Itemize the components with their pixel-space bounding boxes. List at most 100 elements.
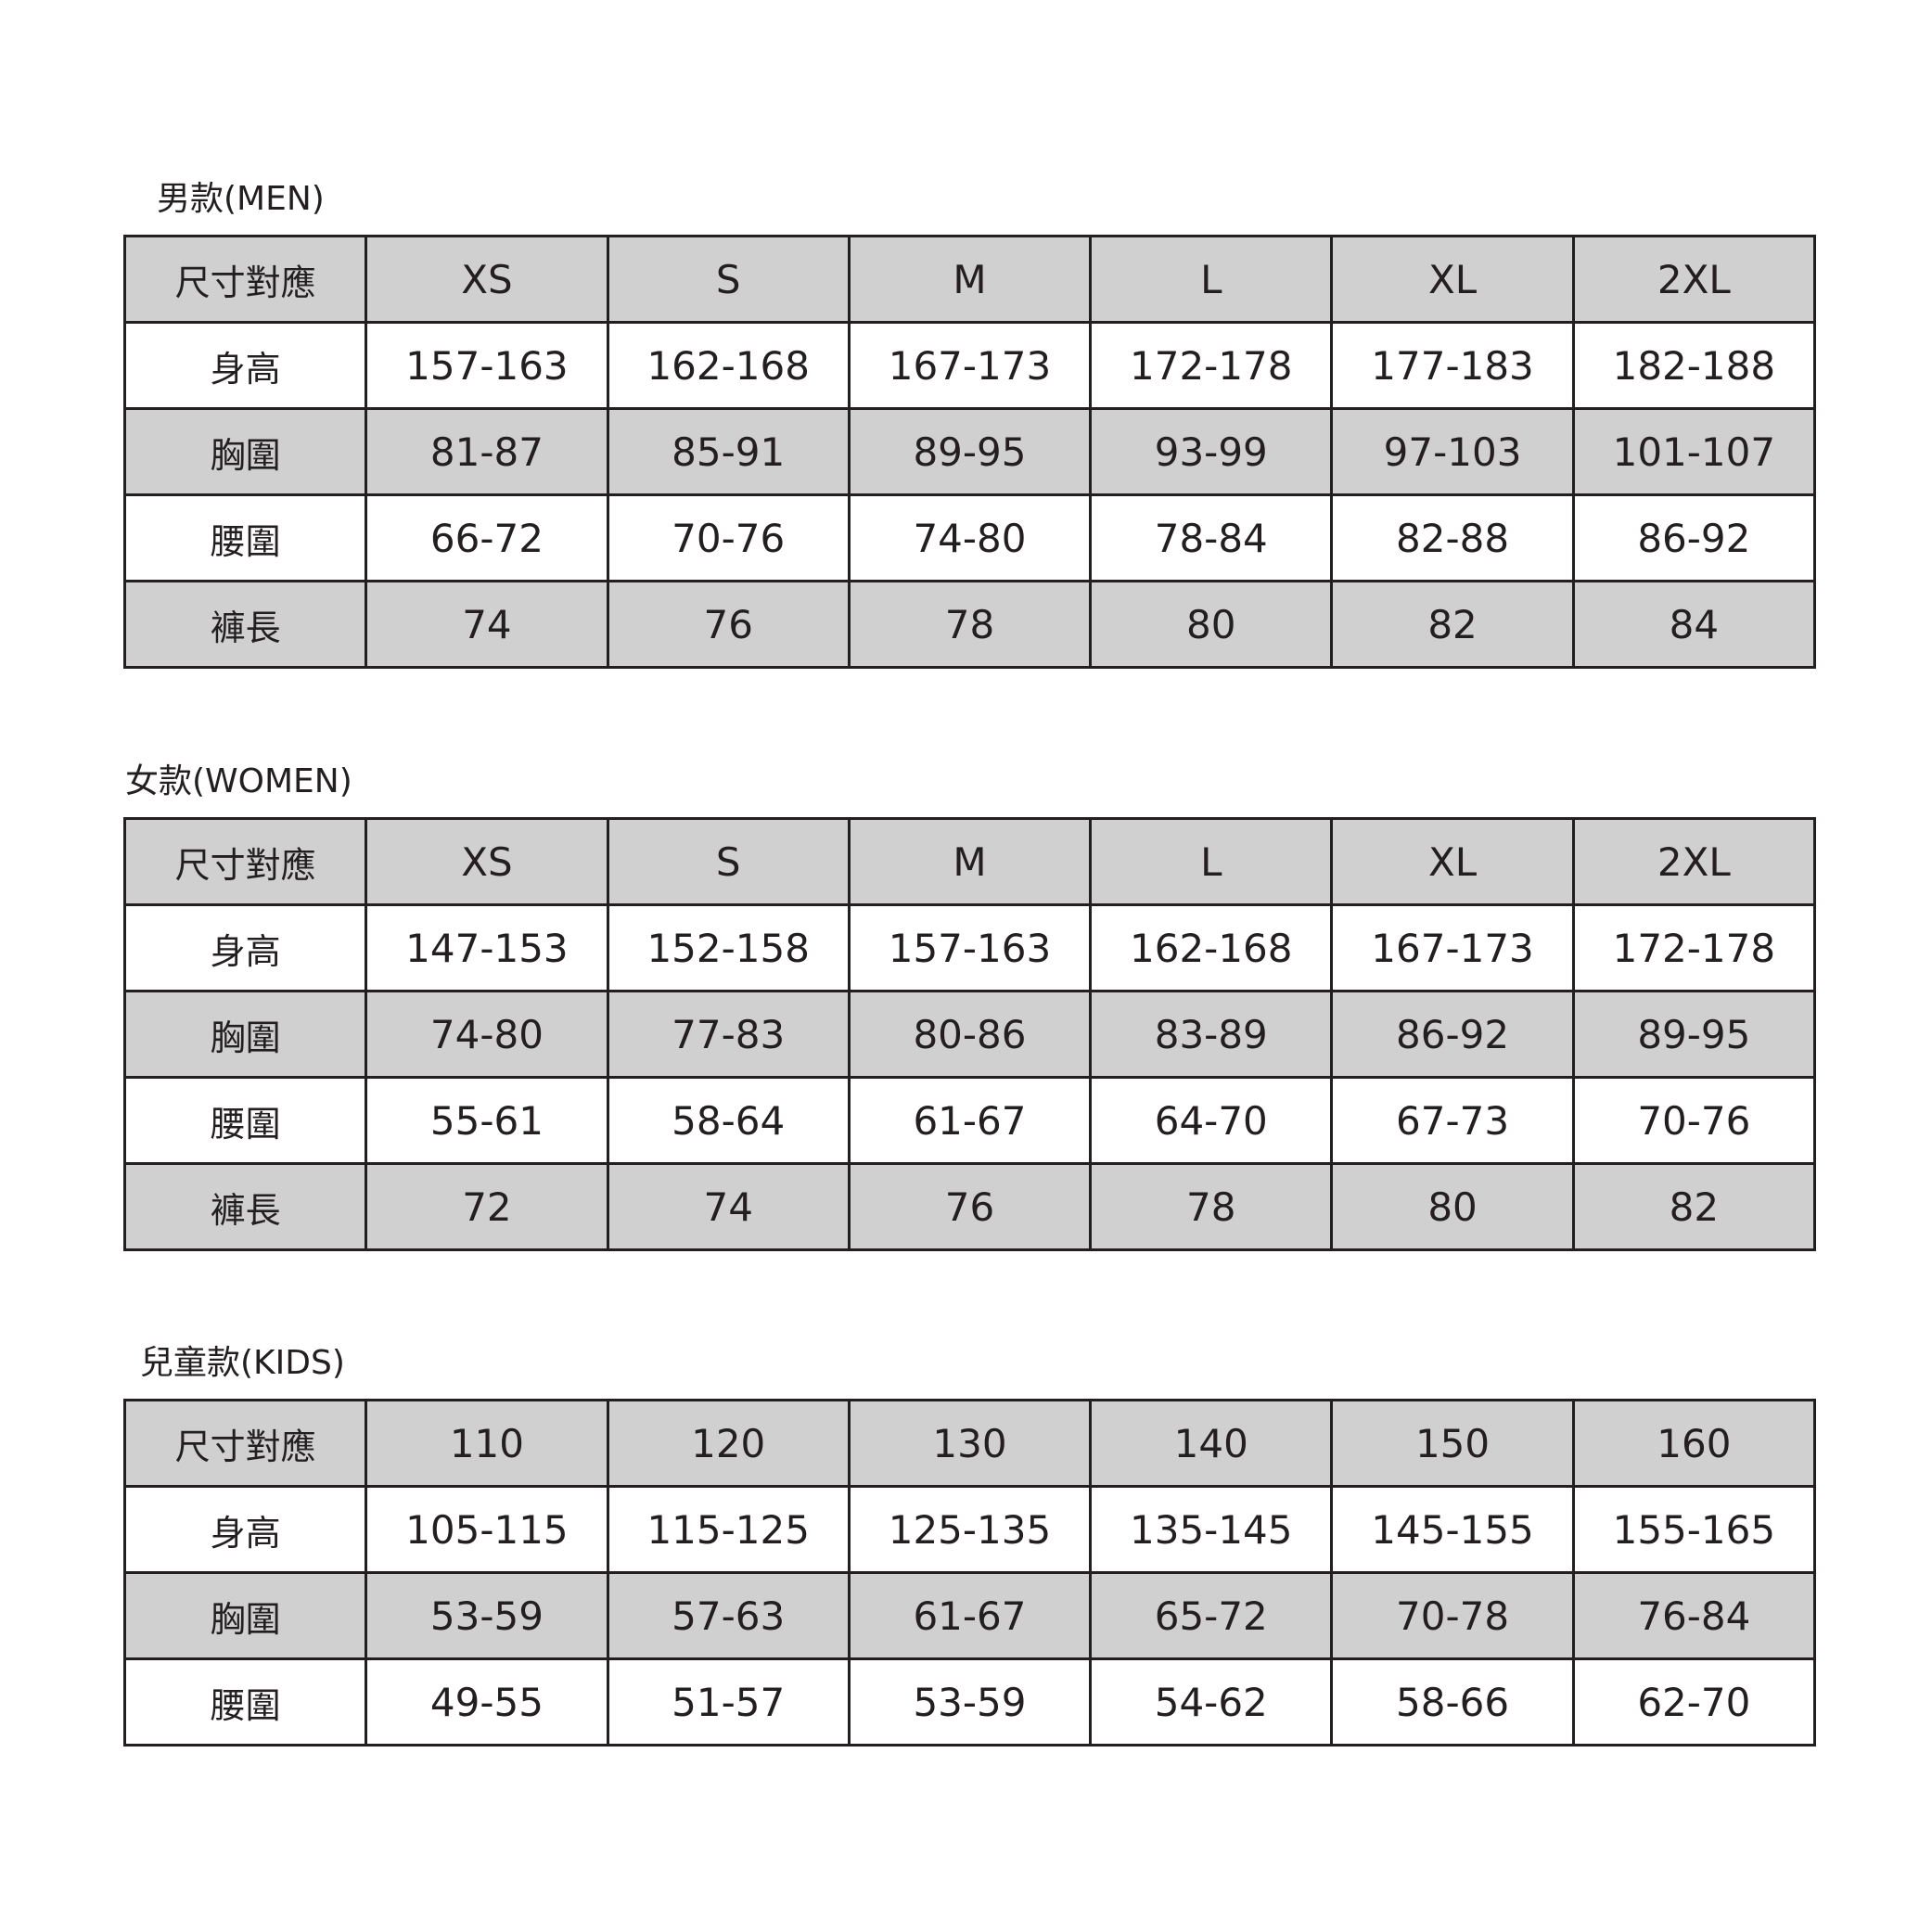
size-header-cell: L xyxy=(1089,235,1334,324)
value-cell: 55-61 xyxy=(365,1076,609,1165)
value-cell: 101-107 xyxy=(1571,407,1817,496)
value-cell: 145-155 xyxy=(1330,1485,1575,1574)
men-section-title: 男款(MEN) xyxy=(157,180,325,218)
value-cell: 81-87 xyxy=(365,407,609,496)
header-row: 尺寸對應 XS S M L XL 2XL xyxy=(122,817,1817,906)
value-cell: 65-72 xyxy=(1089,1571,1334,1660)
value-cell: 49-55 xyxy=(365,1657,609,1746)
value-cell: 58-66 xyxy=(1330,1657,1575,1746)
value-cell: 84 xyxy=(1571,580,1817,669)
table-row: 腰圍 55-61 58-64 61-67 64-70 67-73 70-76 xyxy=(122,1076,1817,1165)
value-cell: 74 xyxy=(606,1162,851,1251)
value-cell: 85-91 xyxy=(606,407,851,496)
table-row: 身高 157-163 162-168 167-173 172-178 177-183 182… xyxy=(122,321,1817,410)
size-header-cell: 2XL xyxy=(1571,817,1817,906)
value-cell: 80 xyxy=(1089,580,1334,669)
size-header-cell: XL xyxy=(1330,235,1575,324)
value-cell: 125-135 xyxy=(847,1485,1093,1574)
value-cell: 177-183 xyxy=(1330,321,1575,410)
value-cell: 172-178 xyxy=(1571,903,1817,992)
value-cell: 62-70 xyxy=(1571,1657,1817,1746)
row-label-cell: 胸圍 xyxy=(122,407,368,496)
value-cell: 86-92 xyxy=(1571,493,1817,582)
value-cell: 61-67 xyxy=(847,1571,1093,1660)
value-cell: 76 xyxy=(847,1162,1093,1251)
size-header-cell: 160 xyxy=(1571,1399,1817,1488)
value-cell: 51-57 xyxy=(606,1657,851,1746)
header-label-cell: 尺寸對應 xyxy=(122,1399,368,1488)
women-size-table: 尺寸對應 XS S M L XL 2XL 身高 147-153 152-158 157-163 162… xyxy=(122,817,1817,1251)
value-cell: 152-158 xyxy=(606,903,851,992)
value-cell: 115-125 xyxy=(606,1485,851,1574)
table-row: 胸圍 81-87 85-91 89-95 93-99 97-103 101-107 xyxy=(122,407,1817,496)
value-cell: 162-168 xyxy=(1089,903,1334,992)
value-cell: 78 xyxy=(847,580,1093,669)
value-cell: 97-103 xyxy=(1330,407,1575,496)
value-cell: 70-78 xyxy=(1330,1571,1575,1660)
value-cell: 72 xyxy=(365,1162,609,1251)
size-header-cell: XS xyxy=(365,817,609,906)
table-row: 胸圍 53-59 57-63 61-67 65-72 70-78 76-84 xyxy=(122,1571,1817,1660)
value-cell: 86-92 xyxy=(1330,990,1575,1079)
value-cell: 77-83 xyxy=(606,990,851,1079)
size-header-cell: 150 xyxy=(1330,1399,1575,1488)
row-label-cell: 胸圍 xyxy=(122,990,368,1079)
header-row: 尺寸對應 XS S M L XL 2XL xyxy=(122,235,1817,324)
table-row: 褲長 72 74 76 78 80 82 xyxy=(122,1162,1817,1251)
table-row: 腰圍 66-72 70-76 74-80 78-84 82-88 86-92 xyxy=(122,493,1817,582)
table-row: 身高 147-153 152-158 157-163 162-168 167-173 172… xyxy=(122,903,1817,992)
value-cell: 147-153 xyxy=(365,903,609,992)
row-label-cell: 身高 xyxy=(122,321,368,410)
size-header-cell: M xyxy=(847,235,1093,324)
value-cell: 83-89 xyxy=(1089,990,1334,1079)
value-cell: 93-99 xyxy=(1089,407,1334,496)
value-cell: 76 xyxy=(606,580,851,669)
value-cell: 135-145 xyxy=(1089,1485,1334,1574)
value-cell: 89-95 xyxy=(1571,990,1817,1079)
value-cell: 70-76 xyxy=(1571,1076,1817,1165)
kids-section-title: 兒童款(KIDS) xyxy=(140,1344,345,1382)
size-header-cell: L xyxy=(1089,817,1334,906)
size-header-cell: S xyxy=(606,235,851,324)
value-cell: 78 xyxy=(1089,1162,1334,1251)
table-row: 胸圍 74-80 77-83 80-86 83-89 86-92 89-95 xyxy=(122,990,1817,1079)
value-cell: 80 xyxy=(1330,1162,1575,1251)
row-label-cell: 身高 xyxy=(122,1485,368,1574)
value-cell: 74-80 xyxy=(847,493,1093,582)
value-cell: 74-80 xyxy=(365,990,609,1079)
value-cell: 172-178 xyxy=(1089,321,1334,410)
value-cell: 58-64 xyxy=(606,1076,851,1165)
size-header-cell: 120 xyxy=(606,1399,851,1488)
row-label-cell: 身高 xyxy=(122,903,368,992)
value-cell: 167-173 xyxy=(847,321,1093,410)
value-cell: 61-67 xyxy=(847,1076,1093,1165)
size-header-cell: 2XL xyxy=(1571,235,1817,324)
women-section-title: 女款(WOMEN) xyxy=(125,762,352,800)
value-cell: 53-59 xyxy=(847,1657,1093,1746)
value-cell: 82 xyxy=(1330,580,1575,669)
value-cell: 64-70 xyxy=(1089,1076,1334,1165)
value-cell: 162-168 xyxy=(606,321,851,410)
value-cell: 74 xyxy=(365,580,609,669)
header-label-cell: 尺寸對應 xyxy=(122,817,368,906)
value-cell: 157-163 xyxy=(365,321,609,410)
value-cell: 57-63 xyxy=(606,1571,851,1660)
size-header-cell: XL xyxy=(1330,817,1575,906)
size-header-cell: 110 xyxy=(365,1399,609,1488)
row-label-cell: 腰圍 xyxy=(122,493,368,582)
value-cell: 66-72 xyxy=(365,493,609,582)
kids-size-table: 尺寸對應 110 120 130 140 150 160 身高 105-115 115-125 12… xyxy=(122,1399,1817,1746)
size-header-cell: S xyxy=(606,817,851,906)
value-cell: 78-84 xyxy=(1089,493,1334,582)
value-cell: 82-88 xyxy=(1330,493,1575,582)
row-label-cell: 褲長 xyxy=(122,580,368,669)
row-label-cell: 胸圍 xyxy=(122,1571,368,1660)
value-cell: 67-73 xyxy=(1330,1076,1575,1165)
row-label-cell: 腰圍 xyxy=(122,1657,368,1746)
value-cell: 157-163 xyxy=(847,903,1093,992)
table-row: 腰圍 49-55 51-57 53-59 54-62 58-66 62-70 xyxy=(122,1657,1817,1746)
value-cell: 155-165 xyxy=(1571,1485,1817,1574)
value-cell: 82 xyxy=(1571,1162,1817,1251)
value-cell: 89-95 xyxy=(847,407,1093,496)
table-row: 身高 105-115 115-125 125-135 135-145 145-155 155… xyxy=(122,1485,1817,1574)
